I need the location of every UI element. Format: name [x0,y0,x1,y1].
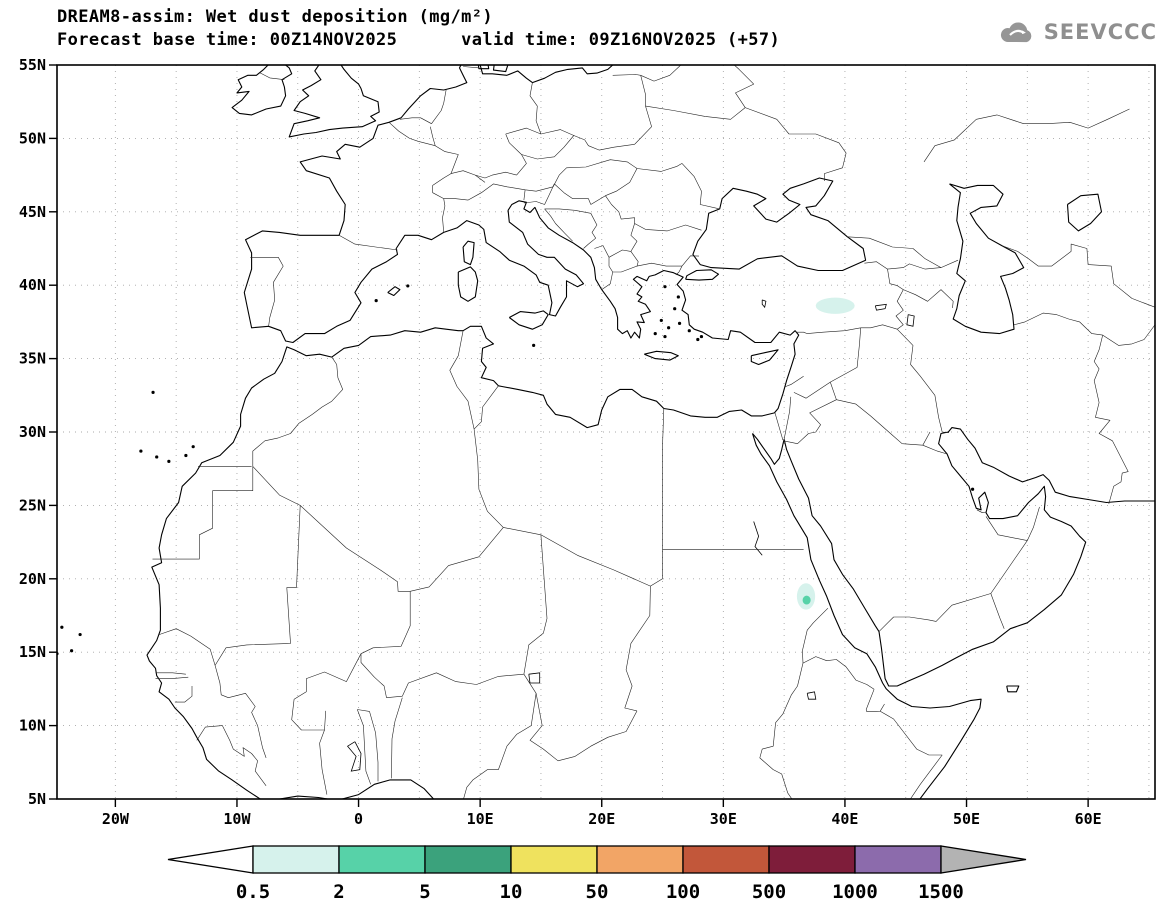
colorbar-segment [854,845,942,874]
sudan-eritrea-patch-inner [802,595,811,605]
lat-label: 20N [19,570,46,588]
logo-text: SEEVCCC [1043,20,1157,44]
lat-label: 55N [19,56,46,74]
colorbar-left-arrow [167,845,254,874]
colorbar-segment [510,845,598,874]
axis-labels: 55N 50N 45N 40N 35N 30N 25N 20N 15N 10N 5N 20W 10W 0 1… [19,56,1102,828]
small-islands [57,284,975,656]
chart-header: DREAM8-assim: Wet dust deposition (mg/m²… [57,6,780,52]
lat-label: 10N [19,717,46,735]
lon-label: 0 [354,810,363,828]
lon-label: 40E [831,810,858,828]
colorbar-segment [768,845,856,874]
lon-label: 20W [102,810,130,828]
chart-title: DREAM8-assim: Wet dust deposition (mg/m²… [57,7,494,27]
colorbar-segment [596,845,684,874]
map-frame [56,64,1156,800]
colorbar-label: 500 [752,881,786,903]
coastlines [146,65,1155,799]
colorbar-segment [252,845,340,874]
colorbar-segment [338,845,426,874]
lon-label: 10W [223,810,251,828]
colorbar-segment [424,845,512,874]
colorbar-label: 0.5 [236,881,270,903]
lat-label: 45N [19,203,46,221]
lat-label: 25N [19,496,46,514]
colorbar-label: 5 [419,881,430,903]
lat-label: 5N [28,790,46,808]
country-borders [152,65,1155,799]
colorbar-label: 2 [333,881,344,903]
grid-lines [57,65,1155,799]
lon-label: 60E [1075,810,1102,828]
colorbar-label: 1000 [832,881,878,903]
colorbar-right-arrow [940,845,1027,874]
lon-label: 50E [953,810,980,828]
axis-ticks [49,64,1089,807]
colorbar-label: 1500 [918,881,964,903]
seevccc-logo: SEEVCCC [998,18,1157,46]
colorbar-segment [682,845,770,874]
lat-label: 40N [19,276,46,294]
chart-subtitle: Forecast base time: 00Z14NOV2025 valid t… [57,30,781,50]
lat-label: 35N [19,350,46,368]
lon-label: 20E [588,810,615,828]
colorbar-label: 100 [666,881,700,903]
deposition-patches [796,297,855,610]
lon-label: 30E [710,810,737,828]
cloud-icon [1000,22,1031,43]
colorbar-label: 50 [586,881,609,903]
colorbar-label: 10 [500,881,523,903]
lat-label: 30N [19,423,46,441]
lat-label: 15N [19,643,46,661]
colorbar: 0.5 2 5 10 50 100 500 1000 1500 [167,845,1027,903]
lat-label: 50N [19,129,46,147]
lakes [346,299,915,772]
eastern-turkey-patch [815,297,855,314]
lon-label: 10E [467,810,494,828]
